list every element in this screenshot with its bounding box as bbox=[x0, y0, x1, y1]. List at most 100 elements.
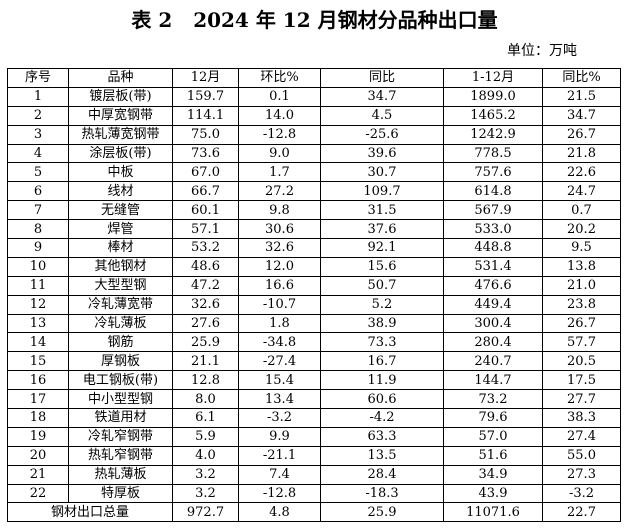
table-cell: 13.5 bbox=[320, 445, 444, 466]
table-cell: 26.7 bbox=[542, 124, 621, 145]
table-cell: 9 bbox=[7, 238, 69, 258]
table-cell: 9.9 bbox=[238, 426, 321, 447]
table-cell: 37.6 bbox=[320, 219, 444, 240]
table-cell: 20 bbox=[7, 445, 69, 466]
table-cell: -12.8 bbox=[238, 124, 321, 145]
table-row: 3 热轧薄宽钢带 75.0 -12.8 -25.6 1242.9 26.7 bbox=[7, 124, 621, 145]
table-cell: 21 bbox=[7, 464, 69, 485]
table-row: 19 冷轧窄钢带 5.9 9.9 63.3 57.0 27.4 bbox=[7, 426, 621, 447]
table-cell: 16 bbox=[7, 370, 69, 391]
table-cell: 冷轧薄板 bbox=[68, 313, 173, 334]
table-row: 17 中小型型钢 8.0 13.4 60.6 73.2 27.7 bbox=[7, 389, 621, 410]
table-cell: -34.8 bbox=[238, 332, 321, 353]
table-cell: 无缝管 bbox=[68, 200, 173, 221]
table-cell: 6.1 bbox=[172, 408, 239, 428]
table-cell: 567.9 bbox=[443, 200, 543, 221]
table-cell: 1899.0 bbox=[443, 86, 543, 107]
table-cell: 7 bbox=[7, 200, 69, 221]
table-cell: 67.0 bbox=[172, 162, 239, 183]
table-cell: 中板 bbox=[68, 162, 173, 183]
table-cell: 531.4 bbox=[443, 256, 543, 277]
table-cell: -10.7 bbox=[238, 294, 321, 315]
table-cell: 66.7 bbox=[172, 181, 239, 202]
table-cell: 449.4 bbox=[443, 294, 543, 315]
table-cell: 8 bbox=[7, 219, 69, 240]
table-cell: 1465.2 bbox=[443, 105, 543, 126]
table-cell: 21.8 bbox=[542, 143, 621, 164]
table-row: 8 焊管 57.1 30.6 37.6 533.0 20.2 bbox=[7, 219, 621, 240]
table-cell: 27.3 bbox=[542, 464, 621, 485]
table-cell: 电工钢板(带) bbox=[68, 370, 173, 391]
table-cell: 13.4 bbox=[238, 389, 321, 410]
table-cell: 14 bbox=[7, 332, 69, 353]
table-cell: 9.8 bbox=[238, 200, 321, 221]
table-cell: -3.2 bbox=[238, 408, 321, 428]
table-cell: 4 bbox=[7, 143, 69, 164]
table-cell: 34.9 bbox=[443, 464, 543, 485]
table-cell: 448.8 bbox=[443, 238, 543, 258]
table-cell: -18.3 bbox=[320, 483, 444, 504]
table-row: 15 厚钢板 21.1 -27.4 16.7 240.7 20.5 bbox=[7, 351, 621, 372]
table-cell: 39.6 bbox=[320, 143, 444, 164]
table-cell: 6 bbox=[7, 181, 69, 202]
table-cell: -21.1 bbox=[238, 445, 321, 466]
table-cell: 13 bbox=[7, 313, 69, 334]
table-row: 4 涂层板(带) 73.6 9.0 39.6 778.5 21.8 bbox=[7, 143, 621, 164]
table-cell: 9.5 bbox=[542, 238, 621, 258]
table-cell: 热轧窄钢带 bbox=[68, 445, 173, 466]
table-row: 13 冷轧薄板 27.6 1.8 38.9 300.4 26.7 bbox=[7, 313, 621, 334]
table-row: 7 无缝管 60.1 9.8 31.5 567.9 0.7 bbox=[7, 200, 621, 221]
table-cell: 778.5 bbox=[443, 143, 543, 164]
table-cell: 47.2 bbox=[172, 275, 239, 296]
table-row: 14 钢筋 25.9 -34.8 73.3 280.4 57.7 bbox=[7, 332, 621, 353]
table-cell: 48.6 bbox=[172, 256, 239, 277]
table-cell: 10 bbox=[7, 256, 69, 277]
table-cell: 38.3 bbox=[542, 408, 621, 428]
header-cell: 1-12月 bbox=[443, 68, 543, 88]
table-cell: 1 bbox=[7, 86, 69, 107]
table-cell: 27.4 bbox=[542, 426, 621, 447]
table-cell: 1.8 bbox=[238, 313, 321, 334]
table-cell: 0.1 bbox=[238, 86, 321, 107]
table-row: 11 大型型钢 47.2 16.6 50.7 476.6 21.0 bbox=[7, 275, 621, 296]
table-cell: 60.1 bbox=[172, 200, 239, 221]
table-row: 21 热轧薄板 3.2 7.4 28.4 34.9 27.3 bbox=[7, 464, 621, 485]
table-cell: 9.0 bbox=[238, 143, 321, 164]
table-cell: -25.6 bbox=[320, 124, 444, 145]
title: 表 2 2024 年 12 月钢材分品种出口量 bbox=[131, 8, 498, 32]
table-cell: 特厚板 bbox=[68, 483, 173, 504]
table-cell: 12 bbox=[7, 294, 69, 315]
table-cell: 16.7 bbox=[320, 351, 444, 372]
table-cell: 26.7 bbox=[542, 313, 621, 334]
table-row: 5 中板 67.0 1.7 30.7 757.6 22.6 bbox=[7, 162, 621, 183]
table-cell: 7.4 bbox=[238, 464, 321, 485]
table-cell: 焊管 bbox=[68, 219, 173, 240]
table-cell: 114.1 bbox=[172, 105, 239, 126]
table-cell: 53.2 bbox=[172, 238, 239, 258]
table-cell: 25.9 bbox=[172, 332, 239, 353]
table-cell: 1242.9 bbox=[443, 124, 543, 145]
table-cell: 50.7 bbox=[320, 275, 444, 296]
table-cell: 钢筋 bbox=[68, 332, 173, 353]
table-cell: 533.0 bbox=[443, 219, 543, 240]
table: 序号 品种 12月 环比% 同比 1-12月 同比% 1 镀层板(带) 159.7 0.1 34.7 1… bbox=[7, 68, 621, 523]
table-cell: 2 bbox=[7, 105, 69, 126]
table-cell: 中厚宽钢带 bbox=[68, 105, 173, 126]
table-cell: 23.8 bbox=[542, 294, 621, 315]
table-cell: 24.7 bbox=[542, 181, 621, 202]
table-cell: 棒材 bbox=[68, 238, 173, 258]
table-cell: 其他钢材 bbox=[68, 256, 173, 277]
table-cell: 32.6 bbox=[172, 294, 239, 315]
table-cell: 3 bbox=[7, 124, 69, 145]
table-cell: 15.4 bbox=[238, 370, 321, 391]
header-row: 序号 品种 12月 环比% 同比 1-12月 同比% bbox=[7, 68, 621, 88]
table-cell: 5.9 bbox=[172, 426, 239, 447]
table-cell: 16.6 bbox=[238, 275, 321, 296]
table-cell: 30.7 bbox=[320, 162, 444, 183]
table-cell: 60.6 bbox=[320, 389, 444, 410]
header-cell: 环比% bbox=[238, 68, 321, 88]
table-row: 16 电工钢板(带) 12.8 15.4 11.9 144.7 17.5 bbox=[7, 370, 621, 391]
table-cell: 43.9 bbox=[443, 483, 543, 504]
header-cell: 12月 bbox=[172, 68, 239, 88]
